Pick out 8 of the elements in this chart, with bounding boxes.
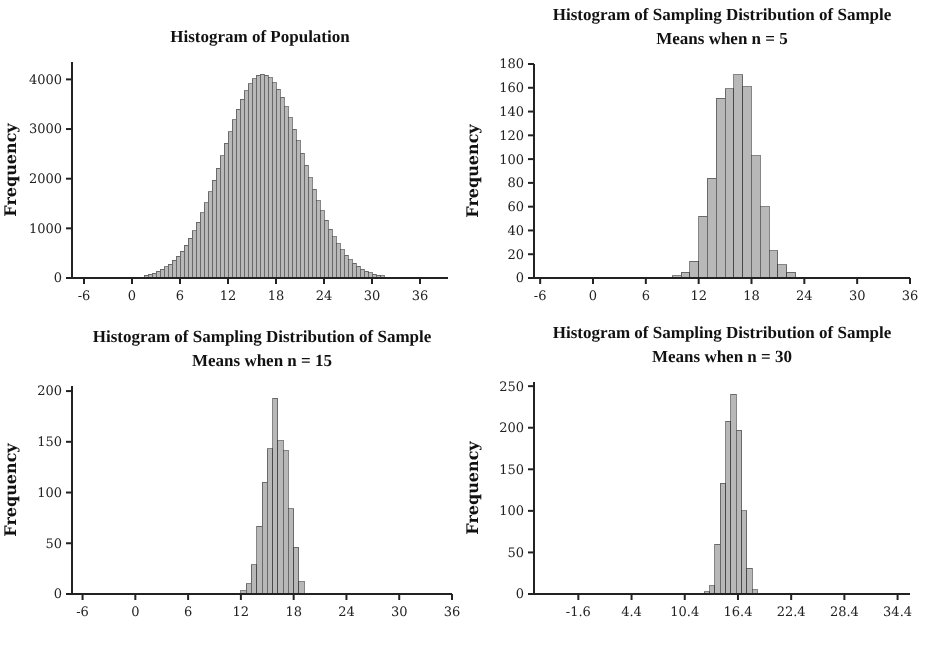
- y-axis-title: Frequency: [0, 122, 20, 217]
- chart-title: Histogram of Sampling Distribution of Sample Means when n = 15: [92, 326, 432, 370]
- chart-title: Histogram of Sampling Distribution of Sample Means when n = 30: [552, 322, 892, 366]
- y-axis-title: Frequency: [462, 440, 482, 535]
- chart-title: Histogram of Population: [170, 26, 351, 46]
- y-axis-title: Frequency: [0, 442, 20, 537]
- y-axis-title: Frequency: [462, 123, 482, 218]
- chart-title: Histogram of Sampling Distribution of Sample Means when n = 5: [552, 4, 892, 48]
